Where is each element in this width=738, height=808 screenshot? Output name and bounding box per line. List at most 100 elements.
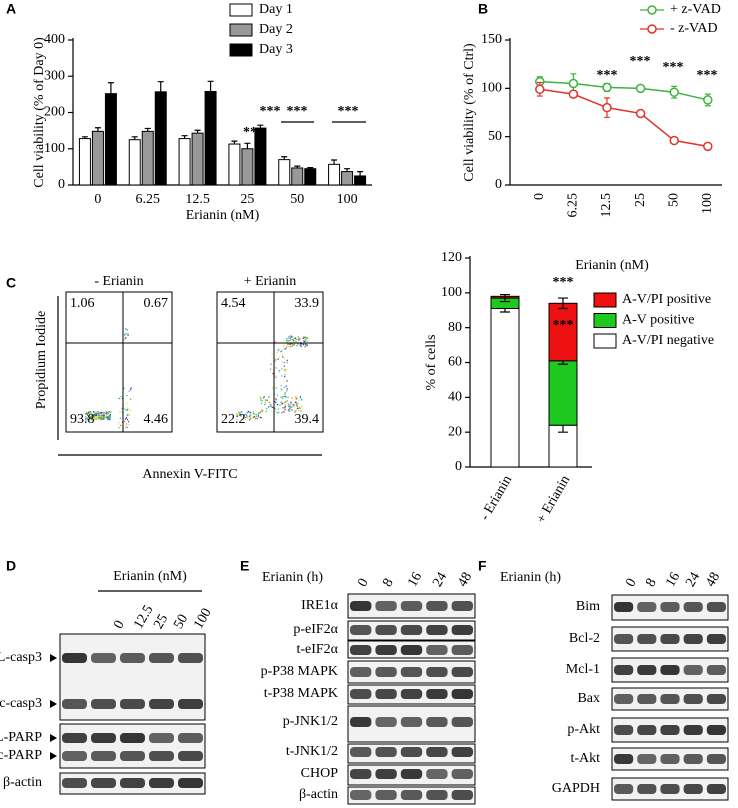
flow-dot — [85, 413, 87, 415]
flow-dot — [127, 421, 130, 423]
error-bar — [307, 167, 314, 169]
flow-dot — [89, 417, 91, 419]
arrowhead — [50, 752, 57, 760]
flow-dot — [275, 399, 277, 401]
flow-dot — [86, 411, 88, 413]
error-bar — [81, 136, 88, 139]
blot-row-label: p-Akt — [567, 722, 600, 737]
quadrant-value: 4.46 — [144, 412, 169, 427]
flow-dot — [270, 368, 272, 370]
x-tick-label: 6.25 — [566, 193, 581, 218]
band — [350, 717, 372, 727]
flow-dot — [86, 417, 89, 419]
flow-dot — [257, 416, 260, 418]
flow-dot — [91, 414, 93, 417]
bar-segment — [548, 360, 578, 426]
band — [62, 751, 87, 761]
marker — [602, 102, 612, 113]
flow-dot — [288, 337, 290, 339]
flow-dot — [288, 409, 291, 411]
flow-dot — [97, 411, 99, 413]
flow-dot — [281, 389, 283, 391]
bar — [291, 167, 304, 186]
flow-dot — [96, 417, 99, 419]
error-bar — [107, 82, 114, 94]
band — [706, 754, 726, 764]
blot-row-label: t-P38 MAPK — [264, 686, 338, 701]
flow-dot — [247, 411, 250, 413]
flow-dot — [275, 376, 277, 378]
band — [637, 784, 657, 794]
flow-dot — [100, 415, 102, 418]
band — [451, 667, 473, 677]
flow-dot — [95, 417, 97, 419]
flow-dot — [99, 416, 101, 418]
flow-dot — [98, 414, 101, 416]
band — [375, 601, 397, 611]
quadrant-value: 93.8 — [70, 412, 95, 427]
flow-dot — [304, 339, 306, 341]
flow-dot — [295, 409, 298, 411]
y-tick-label: 20 — [448, 424, 462, 439]
flow-dot — [242, 419, 244, 421]
flow-dot — [290, 401, 292, 403]
flow-dot — [254, 417, 256, 419]
blot-frame — [59, 723, 206, 769]
flow-dot — [124, 408, 126, 410]
flow-dot — [90, 416, 92, 418]
flow-dot — [95, 416, 98, 418]
flow-dot — [286, 343, 289, 345]
flow-dot — [301, 405, 303, 407]
flow-dot — [126, 426, 129, 429]
flow-dot — [125, 423, 128, 425]
flow-dot — [291, 344, 293, 346]
flow-dot — [296, 345, 298, 347]
flow-dot — [287, 396, 289, 398]
flow-dot — [262, 397, 265, 399]
lane-label: 8 — [643, 576, 659, 590]
flow-dot — [90, 417, 92, 419]
significance: *** — [260, 104, 281, 119]
band — [637, 725, 657, 735]
blot-row-label: β-actin — [3, 775, 42, 790]
flow-dot — [265, 410, 267, 413]
band — [350, 667, 372, 677]
flow-dot — [283, 369, 286, 371]
y-tick-label: 0 — [455, 459, 462, 474]
flow-dot — [297, 399, 300, 401]
flow-dot — [102, 417, 105, 419]
flow-dot — [103, 419, 106, 421]
flow-dot — [289, 408, 291, 410]
flow-dot — [91, 418, 93, 420]
lane-label: 0 — [355, 576, 371, 590]
flow-dot — [277, 408, 280, 410]
flow-dot — [285, 385, 287, 387]
marker — [669, 87, 679, 97]
flow-dot — [285, 400, 287, 403]
flow-frame — [65, 291, 173, 433]
flow-dot — [101, 414, 103, 416]
flow-dot — [93, 419, 95, 421]
flow-dot — [93, 411, 95, 413]
flow-dot — [296, 401, 298, 404]
flow-dot — [282, 356, 284, 358]
significance: *** — [597, 68, 618, 83]
flow-dot — [104, 416, 107, 419]
flow-dot — [238, 411, 240, 414]
lane-label: 16 — [405, 570, 425, 590]
flow-dot — [85, 419, 87, 421]
flow-dot — [245, 413, 247, 415]
x-tick-label: 25 — [240, 192, 254, 207]
line — [539, 80, 708, 101]
flow-dot — [276, 352, 278, 354]
bar — [354, 175, 367, 186]
lane-label: 0 — [111, 618, 127, 632]
flow-dot — [281, 353, 284, 356]
band — [660, 694, 680, 704]
flow-dot — [295, 396, 297, 398]
flow-dot — [250, 412, 252, 414]
flow-dot — [130, 388, 132, 391]
flow-dot — [271, 406, 273, 408]
flow-dot — [107, 415, 109, 417]
